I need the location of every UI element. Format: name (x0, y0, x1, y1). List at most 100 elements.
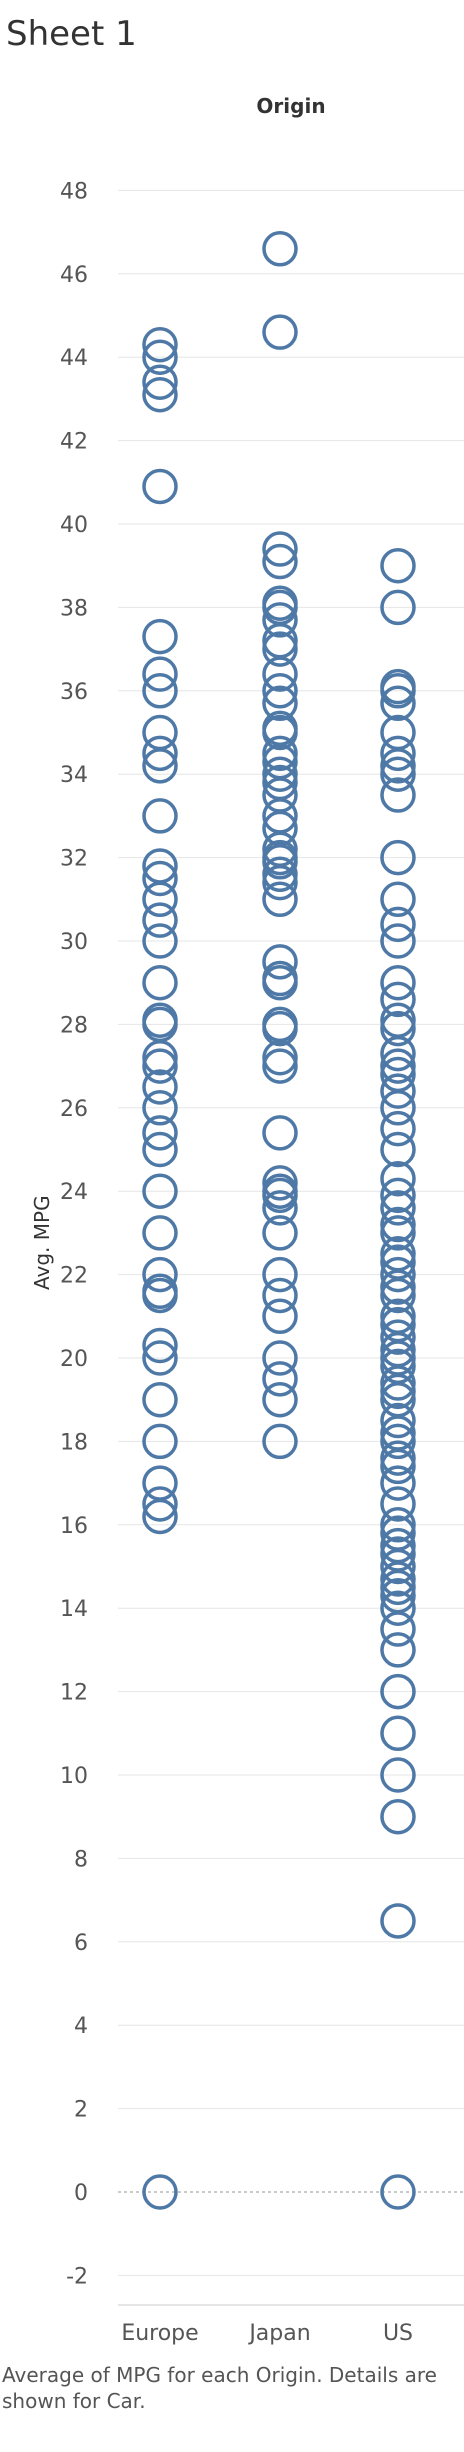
data-point[interactable] (262, 944, 298, 980)
data-point[interactable] (142, 798, 178, 834)
data-point[interactable] (262, 1277, 298, 1314)
data-point[interactable] (380, 668, 416, 705)
data-point[interactable] (142, 339, 178, 375)
data-point[interactable] (262, 1298, 298, 1335)
data-point[interactable] (142, 848, 178, 884)
data-point[interactable] (380, 1190, 416, 1226)
data-point[interactable] (380, 1160, 416, 1197)
data-point[interactable] (262, 585, 298, 621)
data-point[interactable] (262, 839, 298, 876)
data-point[interactable] (262, 1381, 298, 1418)
data-point[interactable] (142, 1040, 178, 1076)
data-point[interactable] (142, 735, 178, 772)
data-point[interactable] (380, 1236, 416, 1272)
data-point[interactable] (380, 777, 416, 813)
data-point[interactable] (262, 1173, 298, 1209)
data-point[interactable] (380, 1002, 416, 1038)
data-point[interactable] (142, 1327, 178, 1364)
data-point[interactable] (262, 960, 298, 997)
data-point[interactable] (380, 1306, 416, 1343)
data-point[interactable] (142, 1069, 178, 1105)
data-point[interactable] (262, 756, 298, 792)
data-point[interactable] (380, 685, 416, 722)
data-point[interactable] (380, 1527, 416, 1564)
data-point[interactable] (380, 1673, 416, 1710)
data-point[interactable] (262, 685, 298, 722)
data-point[interactable] (262, 314, 298, 350)
data-point[interactable] (142, 364, 178, 400)
data-point[interactable] (380, 923, 416, 959)
data-point[interactable] (380, 1465, 416, 1501)
data-point[interactable] (142, 2174, 178, 2210)
data-point[interactable] (262, 231, 298, 267)
data-point[interactable] (142, 923, 178, 959)
data-point[interactable] (142, 673, 178, 709)
data-point[interactable] (142, 656, 178, 692)
data-point[interactable] (380, 1440, 416, 1476)
data-point[interactable] (142, 1048, 178, 1084)
data-point[interactable] (142, 326, 178, 363)
data-point[interactable] (262, 1256, 298, 1293)
data-point[interactable] (262, 1423, 298, 1460)
data-point[interactable] (262, 856, 298, 893)
data-point[interactable] (380, 1298, 416, 1335)
data-point[interactable] (380, 1244, 416, 1280)
data-point[interactable] (262, 710, 298, 747)
data-point[interactable] (262, 764, 298, 801)
data-point[interactable] (142, 1131, 178, 1168)
data-point[interactable] (142, 1465, 178, 1501)
data-point[interactable] (380, 1256, 416, 1293)
data-point[interactable] (262, 1040, 298, 1076)
data-point[interactable] (380, 1423, 416, 1460)
data-point[interactable] (380, 1056, 416, 1093)
data-point[interactable] (262, 1190, 298, 1226)
data-point[interactable] (262, 1165, 298, 1201)
data-point[interactable] (142, 1215, 178, 1251)
data-point[interactable] (380, 1110, 416, 1147)
data-point[interactable] (380, 1757, 416, 1793)
data-point[interactable] (380, 547, 416, 584)
data-point[interactable] (262, 602, 298, 638)
data-point[interactable] (142, 468, 178, 505)
data-point[interactable] (380, 1507, 416, 1543)
data-point[interactable] (262, 1215, 298, 1251)
data-point[interactable] (380, 1515, 416, 1551)
data-point[interactable] (380, 839, 416, 876)
data-point[interactable] (380, 1010, 416, 1047)
data-point[interactable] (142, 1423, 178, 1460)
data-point[interactable] (380, 881, 416, 918)
data-point[interactable] (142, 1340, 178, 1376)
data-point[interactable] (142, 1381, 178, 1418)
data-point[interactable] (380, 735, 416, 772)
data-point[interactable] (142, 902, 178, 938)
data-point[interactable] (380, 906, 416, 943)
data-point[interactable] (262, 1340, 298, 1376)
data-point[interactable] (262, 673, 298, 709)
data-point[interactable] (380, 1373, 416, 1410)
data-point[interactable] (380, 1048, 416, 1084)
data-point[interactable] (262, 1361, 298, 1397)
data-point[interactable] (142, 1273, 178, 1310)
data-point[interactable] (262, 631, 298, 667)
data-point[interactable] (142, 860, 178, 897)
data-point[interactable] (142, 1486, 178, 1522)
data-point[interactable] (380, 589, 416, 626)
data-point[interactable] (380, 981, 416, 1018)
data-point[interactable] (262, 1006, 298, 1043)
data-point[interactable] (380, 714, 416, 751)
data-point[interactable] (380, 1632, 416, 1668)
data-point[interactable] (142, 376, 178, 413)
data-point[interactable] (380, 1073, 416, 1109)
data-point[interactable] (380, 1577, 416, 1614)
data-point[interactable] (380, 1590, 416, 1626)
data-point[interactable] (142, 1090, 178, 1126)
data-point[interactable] (380, 1206, 416, 1243)
data-point[interactable] (262, 881, 298, 918)
data-point[interactable] (380, 2174, 416, 2210)
data-point[interactable] (380, 1131, 416, 1168)
data-point[interactable] (380, 1903, 416, 1939)
data-point[interactable] (380, 1215, 416, 1251)
data-point[interactable] (380, 964, 416, 1001)
data-point[interactable] (142, 1002, 178, 1038)
data-point[interactable] (142, 618, 178, 655)
